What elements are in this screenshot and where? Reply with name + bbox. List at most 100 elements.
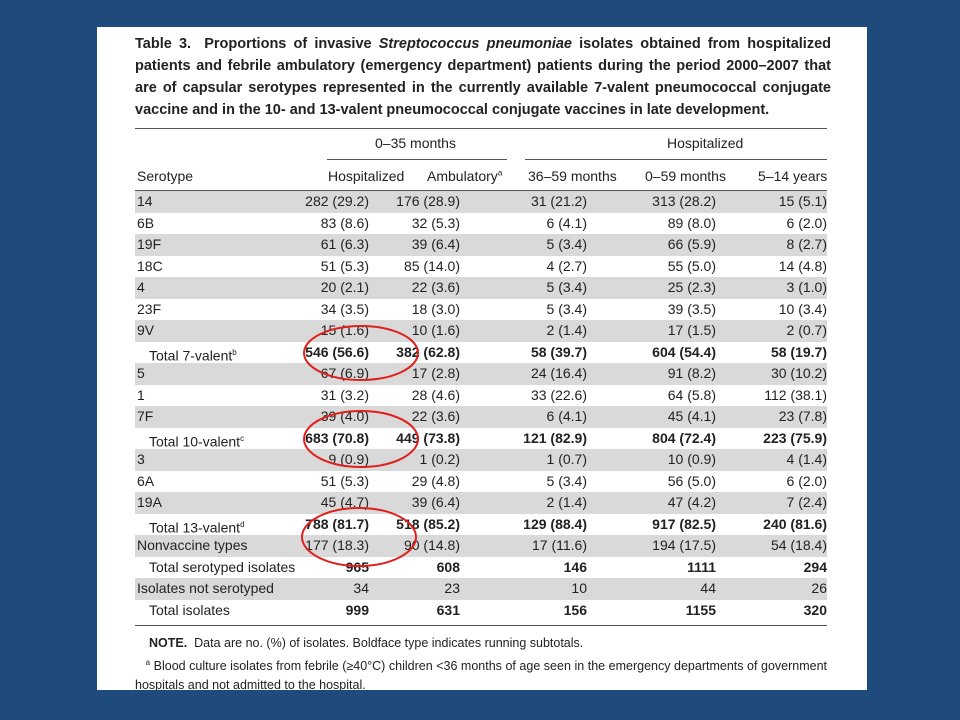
row-label-text: Isolates not serotyped bbox=[137, 580, 274, 596]
row-value: 23 bbox=[444, 580, 460, 596]
row-value: 44 bbox=[700, 580, 716, 596]
bottom-rule bbox=[135, 625, 827, 626]
table-row: 4 20 (2.1) 22 (3.6) 5 (3.4) 25 (2.3) 3 (1.0) bbox=[135, 277, 827, 299]
table-row: 19F 61 (6.3) 39 (6.4) 5 (3.4) 66 (5.9) 8 (2.7… bbox=[135, 234, 827, 256]
row-label: 4 bbox=[137, 277, 145, 299]
row-value: 58 (39.7) bbox=[530, 343, 587, 360]
row-label-text: 6B bbox=[137, 214, 155, 231]
row-value: 917 (82.5) bbox=[652, 515, 716, 532]
row-value: 4 (1.4) bbox=[786, 451, 827, 467]
table-row: Total isolates 999 631 156 1155 320 bbox=[135, 600, 827, 622]
row-value: 61 (6.3) bbox=[320, 236, 369, 252]
note-text: Data are no. (%) of isolates. Boldface t… bbox=[194, 636, 584, 650]
row-value: 56 (5.0) bbox=[667, 472, 716, 489]
top-rule bbox=[135, 128, 827, 129]
row-value: 17 (2.8) bbox=[411, 365, 460, 381]
row-label-text: Total 13-valent bbox=[149, 519, 241, 536]
row-value: 22 (3.6) bbox=[411, 279, 460, 295]
row-label-text: 14 bbox=[137, 193, 153, 209]
row-value: 25 (2.3) bbox=[667, 279, 716, 295]
row-label-text: 4 bbox=[137, 279, 145, 295]
col-header-36-59-months: 36–59 months bbox=[528, 168, 617, 184]
row-value: 683 (70.8) bbox=[305, 429, 369, 446]
row-value: 31 (3.2) bbox=[320, 386, 369, 403]
row-value: 2 (1.4) bbox=[546, 494, 587, 510]
table-row: 9V 15 (1.6) 10 (1.6) 2 (1.4) 17 (1.5) 2 (0.7) bbox=[135, 320, 827, 342]
row-value: 10 (0.9) bbox=[667, 451, 716, 467]
row-value: 5 (3.4) bbox=[546, 279, 587, 295]
row-label-text: Total serotyped isolates bbox=[149, 558, 296, 575]
row-value: 804 (72.4) bbox=[652, 429, 716, 446]
table-row: 3 9 (0.9) 1 (0.2) 1 (0.7) 10 (0.9) 4 (1.4) bbox=[135, 449, 827, 471]
col-header-serotype: Serotype bbox=[137, 168, 194, 184]
row-label: Total 13-valentd bbox=[149, 514, 245, 539]
row-label: 6A bbox=[137, 471, 154, 493]
row-value: 176 (28.9) bbox=[396, 193, 460, 209]
row-footnote-mark: c bbox=[240, 433, 245, 443]
row-value: 7 (2.4) bbox=[786, 494, 827, 510]
table-row: 6A 51 (5.3) 29 (4.8) 5 (3.4) 56 (5.0) 6 (2.0) bbox=[135, 471, 827, 493]
group-rule-0-35 bbox=[327, 159, 507, 160]
row-value: 6 (4.1) bbox=[546, 408, 587, 424]
row-label: Total isolates bbox=[149, 600, 230, 622]
row-value: 23 (7.8) bbox=[778, 408, 827, 424]
table-slide: Table 3. Proportions of invasive Strepto… bbox=[97, 27, 867, 690]
ambulatory-label: Ambulatory bbox=[427, 168, 498, 184]
row-value: 313 (28.2) bbox=[652, 193, 716, 209]
row-value: 294 bbox=[803, 558, 827, 575]
row-value: 20 (2.1) bbox=[320, 279, 369, 295]
row-label-text: 7F bbox=[137, 408, 154, 424]
row-value: 10 bbox=[571, 580, 587, 596]
row-value: 83 (8.6) bbox=[320, 214, 369, 231]
group-header-hospitalized: Hospitalized bbox=[667, 135, 744, 151]
table-caption: Table 3. Proportions of invasive Strepto… bbox=[135, 33, 831, 121]
table-footnote: a Blood culture isolates from febrile (≥… bbox=[135, 653, 827, 690]
title-part-2: isolates obtained from hospitalized pati… bbox=[135, 36, 832, 118]
title-part-1: Proportions of invasive bbox=[204, 36, 372, 52]
col-header-hospitalized: Hospitalized bbox=[328, 168, 405, 184]
row-label-text: Total 10-valent bbox=[149, 433, 241, 450]
row-value: 9 (0.9) bbox=[328, 451, 369, 467]
header-rule bbox=[135, 190, 827, 191]
row-value: 85 (14.0) bbox=[403, 257, 460, 274]
row-value: 6 (2.0) bbox=[786, 472, 827, 489]
row-value: 34 (3.5) bbox=[320, 300, 369, 317]
row-value: 22 (3.6) bbox=[411, 408, 460, 424]
row-label: 19A bbox=[137, 492, 162, 514]
table-row: 18C 51 (5.3) 85 (14.0) 4 (2.7) 55 (5.0) 14 (4… bbox=[135, 256, 827, 278]
ambulatory-footnote-mark: a bbox=[497, 168, 503, 178]
row-value: 129 (88.4) bbox=[523, 515, 587, 532]
row-value: 17 (11.6) bbox=[532, 537, 587, 553]
table-row: Isolates not serotyped 34 23 10 44 26 bbox=[135, 578, 827, 600]
row-value: 29 (4.8) bbox=[411, 472, 460, 489]
row-footnote-mark: b bbox=[232, 347, 237, 357]
table-row: 1 31 (3.2) 28 (4.6) 33 (22.6) 64 (5.8) 112 (3… bbox=[135, 385, 827, 407]
table-row: 6B 83 (8.6) 32 (5.3) 6 (4.1) 89 (8.0) 6 (2.0) bbox=[135, 213, 827, 235]
row-value: 608 bbox=[436, 558, 460, 575]
row-footnote-mark: d bbox=[240, 519, 245, 529]
row-value: 30 (10.2) bbox=[770, 365, 827, 381]
row-value: 177 (18.3) bbox=[305, 537, 369, 553]
row-value: 15 (5.1) bbox=[778, 193, 827, 209]
row-value: 8 (2.7) bbox=[786, 236, 827, 252]
row-value: 66 (5.9) bbox=[667, 236, 716, 252]
row-label-text: 19F bbox=[137, 236, 162, 252]
annotation-layer bbox=[301, 325, 419, 567]
row-label-text: Total 7-valent bbox=[149, 347, 233, 364]
row-value: 47 (4.2) bbox=[667, 494, 716, 510]
row-value: 34 bbox=[353, 580, 369, 596]
footnote-mark: a bbox=[145, 658, 151, 667]
row-value: 240 (81.6) bbox=[763, 515, 827, 532]
row-value: 223 (75.9) bbox=[763, 429, 827, 446]
row-label-text: 6A bbox=[137, 472, 155, 489]
row-value: 2 (1.4) bbox=[546, 322, 587, 338]
row-value: 24 (16.4) bbox=[530, 365, 587, 381]
table-note: NOTE. Data are no. (%) of isolates. Bold… bbox=[149, 634, 829, 652]
row-value: 89 (8.0) bbox=[667, 214, 716, 231]
row-value: 121 (82.9) bbox=[523, 429, 587, 446]
row-label: Nonvaccine types bbox=[137, 535, 248, 557]
row-value: 5 (3.4) bbox=[546, 236, 587, 252]
row-value: 32 (5.3) bbox=[411, 214, 460, 231]
row-value: 17 (1.5) bbox=[667, 322, 716, 338]
row-label: 1 bbox=[137, 385, 145, 407]
